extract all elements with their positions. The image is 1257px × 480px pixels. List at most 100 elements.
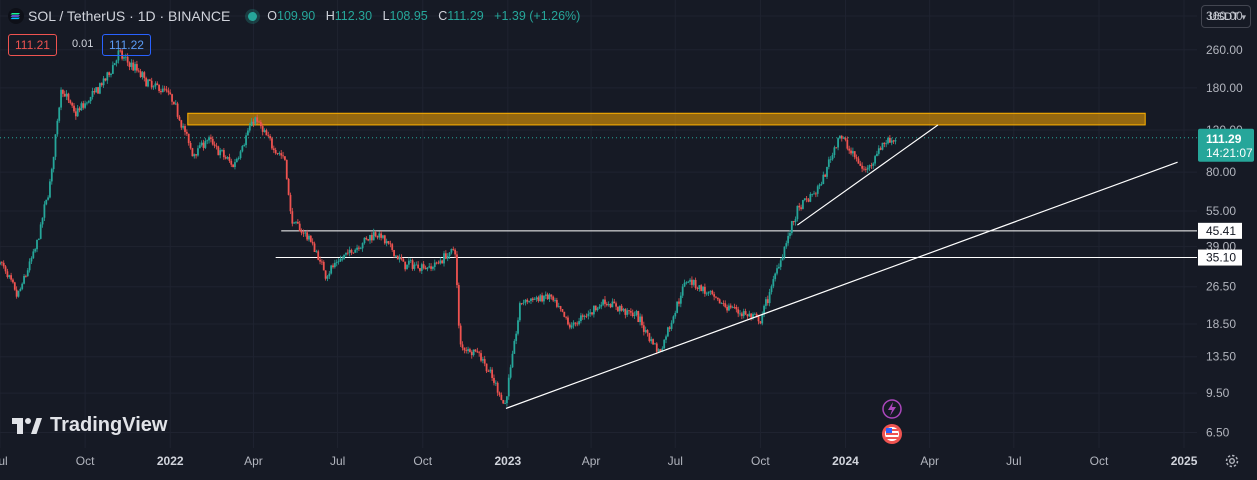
candle-body: [417, 264, 420, 269]
sell-price-button[interactable]: 111.21: [8, 34, 57, 56]
candle-body: [761, 314, 764, 324]
close-label: C: [438, 9, 448, 23]
candle-body: [655, 343, 658, 352]
candle-body: [452, 248, 455, 250]
candle-body: [766, 299, 769, 304]
trendlines[interactable]: [505, 124, 1178, 409]
symbol-header[interactable]: SOL / TetherUS · 1D · BINANCE O109.90 H1…: [8, 6, 587, 26]
candle-body: [28, 261, 31, 271]
horizontal-levels[interactable]: [275, 230, 1197, 259]
candle-body: [805, 198, 808, 200]
candle-body: [789, 233, 791, 236]
candle-body: [515, 333, 518, 341]
candle-body: [197, 148, 199, 156]
candle-body: [395, 255, 397, 257]
candle-body: [602, 299, 605, 305]
candle-body: [611, 301, 614, 308]
candle-body: [622, 309, 625, 311]
candle-body: [180, 120, 183, 128]
candle-body: [365, 237, 368, 240]
candle-body: [348, 249, 351, 253]
candle-body: [493, 377, 495, 383]
candle-body: [411, 260, 414, 269]
price-axis[interactable]: 360.00260.00180.00120.0080.0055.0039.002…: [1198, 9, 1254, 440]
candle-body: [481, 359, 484, 361]
candle-body: [60, 89, 62, 108]
candle-body: [585, 315, 588, 317]
candle-body: [241, 146, 244, 152]
candle-body: [302, 232, 305, 234]
candle-body: [779, 260, 782, 267]
candle-body: [400, 257, 403, 260]
candle-body: [888, 137, 891, 143]
candle-body: [39, 224, 42, 239]
candle-body: [887, 137, 889, 144]
candle-body: [337, 261, 340, 263]
candle-body: [91, 91, 94, 98]
logo-text: TradingView: [50, 414, 168, 436]
candle-body: [565, 316, 568, 318]
candle-body: [152, 86, 155, 88]
candle-body: [774, 273, 777, 280]
gear-icon[interactable]: [1224, 453, 1240, 469]
currency-select[interactable]: USDT ▾: [1201, 5, 1251, 28]
buy-price-button[interactable]: 111.22: [102, 34, 151, 56]
candle-body: [568, 324, 571, 328]
candle-body: [176, 103, 179, 117]
candle-body: [663, 339, 666, 349]
candle-body: [12, 279, 14, 283]
candle-body: [474, 349, 477, 352]
candle-body: [759, 321, 762, 324]
candle-body: [685, 282, 688, 284]
candle-body: [629, 311, 632, 313]
candle-body: [722, 303, 725, 305]
candle-body: [308, 235, 310, 240]
tradingview-logo[interactable]: TradingView: [12, 414, 167, 437]
candle-body: [208, 137, 210, 141]
candle-body: [524, 299, 527, 303]
candle-body: [217, 146, 220, 156]
last-price-badge: [1198, 128, 1254, 162]
candle-body: [169, 92, 172, 95]
candle-body: [148, 79, 151, 81]
candle-body: [45, 199, 48, 205]
candle-body: [430, 266, 432, 269]
candle-body: [367, 239, 370, 241]
candle-body: [687, 281, 690, 283]
trendline[interactable]: [797, 124, 939, 226]
trendline[interactable]: [505, 161, 1178, 409]
event-icons[interactable]: [882, 399, 902, 444]
candle-body: [659, 349, 662, 352]
candle-body: [383, 235, 386, 244]
us-flag-event-icon[interactable]: [882, 424, 902, 444]
time-axis[interactable]: Jul Oct 2022 Apr Jul Oct 2023 Apr Jul Oct 2024 Apr J…: [0, 454, 1198, 468]
dividend-event-icon[interactable]: [882, 399, 902, 419]
candle-body: [222, 150, 225, 158]
candle-body: [633, 314, 636, 316]
candle-body: [165, 89, 168, 91]
candle-body: [851, 151, 854, 154]
candle-body: [156, 83, 159, 85]
candle-body: [709, 290, 712, 292]
candle-body: [578, 321, 580, 325]
candle-body: [829, 159, 832, 161]
resistance-zone[interactable]: [187, 112, 1146, 126]
time-tick-label: Apr: [582, 454, 601, 468]
candle-body: [441, 260, 444, 264]
candle-body: [284, 156, 286, 160]
candle-body: [844, 137, 847, 140]
candle-body: [184, 126, 186, 132]
candle-body: [776, 268, 778, 274]
candle-body: [47, 197, 50, 200]
open-label: O: [267, 9, 278, 23]
candle-body: [63, 93, 66, 97]
candle-body: [631, 312, 634, 316]
currency-label: USDT: [1209, 11, 1239, 23]
symbol-title[interactable]: SOL / TetherUS · 1D · BINANCE: [28, 8, 231, 24]
candle-body: [230, 160, 233, 165]
candle-body: [822, 174, 825, 184]
candle-body: [289, 194, 292, 212]
candle-body: [333, 262, 336, 268]
candle-body: [877, 148, 880, 154]
